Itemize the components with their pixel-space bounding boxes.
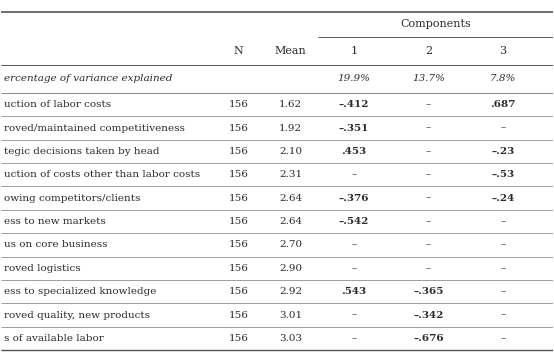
Text: –: – xyxy=(352,311,357,320)
Text: –: – xyxy=(500,217,506,226)
Text: uction of labor costs: uction of labor costs xyxy=(4,100,111,109)
Text: –.365: –.365 xyxy=(413,287,444,296)
Text: uction of costs other than labor costs: uction of costs other than labor costs xyxy=(4,170,200,179)
Text: –: – xyxy=(500,287,506,296)
Text: 2.64: 2.64 xyxy=(279,217,302,226)
Text: –.24: –.24 xyxy=(491,194,515,203)
Text: 3.01: 3.01 xyxy=(279,311,302,320)
Text: 2: 2 xyxy=(425,46,432,56)
Text: 2.70: 2.70 xyxy=(279,240,302,250)
Text: roved/maintained competitiveness: roved/maintained competitiveness xyxy=(4,124,185,132)
Text: –: – xyxy=(352,334,357,343)
Text: 156: 156 xyxy=(228,147,248,156)
Text: –.351: –.351 xyxy=(339,124,370,132)
Text: ess to specialized knowledge: ess to specialized knowledge xyxy=(4,287,157,296)
Text: N: N xyxy=(234,46,243,56)
Text: –: – xyxy=(426,240,431,250)
Text: 156: 156 xyxy=(228,100,248,109)
Text: –.342: –.342 xyxy=(413,311,444,320)
Text: –: – xyxy=(500,124,506,132)
Text: –.542: –.542 xyxy=(339,217,370,226)
Text: roved logistics: roved logistics xyxy=(4,264,81,273)
Text: 3.03: 3.03 xyxy=(279,334,302,343)
Text: –: – xyxy=(500,264,506,273)
Text: –: – xyxy=(426,147,431,156)
Text: .543: .543 xyxy=(342,287,367,296)
Text: 1.92: 1.92 xyxy=(279,124,302,132)
Text: –: – xyxy=(426,170,431,179)
Text: 2.10: 2.10 xyxy=(279,147,302,156)
Text: ercentage of variance explained: ercentage of variance explained xyxy=(4,75,172,83)
Text: –.676: –.676 xyxy=(413,334,444,343)
Text: 2.64: 2.64 xyxy=(279,194,302,203)
Text: 156: 156 xyxy=(228,264,248,273)
Text: 2.31: 2.31 xyxy=(279,170,302,179)
Text: us on core business: us on core business xyxy=(4,240,107,250)
Text: 156: 156 xyxy=(228,194,248,203)
Text: –: – xyxy=(352,240,357,250)
Text: –: – xyxy=(500,240,506,250)
Text: 19.9%: 19.9% xyxy=(338,75,371,83)
Text: s of available labor: s of available labor xyxy=(4,334,104,343)
Text: –: – xyxy=(426,100,431,109)
Text: 156: 156 xyxy=(228,170,248,179)
Text: 7.8%: 7.8% xyxy=(490,75,516,83)
Text: .687: .687 xyxy=(490,100,516,109)
Text: Mean: Mean xyxy=(275,46,307,56)
Text: –: – xyxy=(426,194,431,203)
Text: 2.90: 2.90 xyxy=(279,264,302,273)
Text: 156: 156 xyxy=(228,124,248,132)
Text: –.23: –.23 xyxy=(491,147,515,156)
Text: –.53: –.53 xyxy=(491,170,515,179)
Text: –: – xyxy=(500,334,506,343)
Text: 156: 156 xyxy=(228,287,248,296)
Text: Components: Components xyxy=(400,19,471,29)
Text: –: – xyxy=(352,264,357,273)
Text: –: – xyxy=(426,124,431,132)
Text: 2.92: 2.92 xyxy=(279,287,302,296)
Text: –: – xyxy=(352,170,357,179)
Text: tegic decisions taken by head: tegic decisions taken by head xyxy=(4,147,160,156)
Text: 156: 156 xyxy=(228,334,248,343)
Text: –: – xyxy=(500,311,506,320)
Text: –: – xyxy=(426,217,431,226)
Text: 1: 1 xyxy=(351,46,358,56)
Text: 3: 3 xyxy=(500,46,506,56)
Text: 1.62: 1.62 xyxy=(279,100,302,109)
Text: 156: 156 xyxy=(228,217,248,226)
Text: 13.7%: 13.7% xyxy=(412,75,445,83)
Text: –.412: –.412 xyxy=(339,100,370,109)
Text: .453: .453 xyxy=(342,147,367,156)
Text: owing competitors/clients: owing competitors/clients xyxy=(4,194,141,203)
Text: 156: 156 xyxy=(228,311,248,320)
Text: roved quality, new products: roved quality, new products xyxy=(4,311,150,320)
Text: 156: 156 xyxy=(228,240,248,250)
Text: –.376: –.376 xyxy=(339,194,370,203)
Text: –: – xyxy=(426,264,431,273)
Text: ess to new markets: ess to new markets xyxy=(4,217,106,226)
